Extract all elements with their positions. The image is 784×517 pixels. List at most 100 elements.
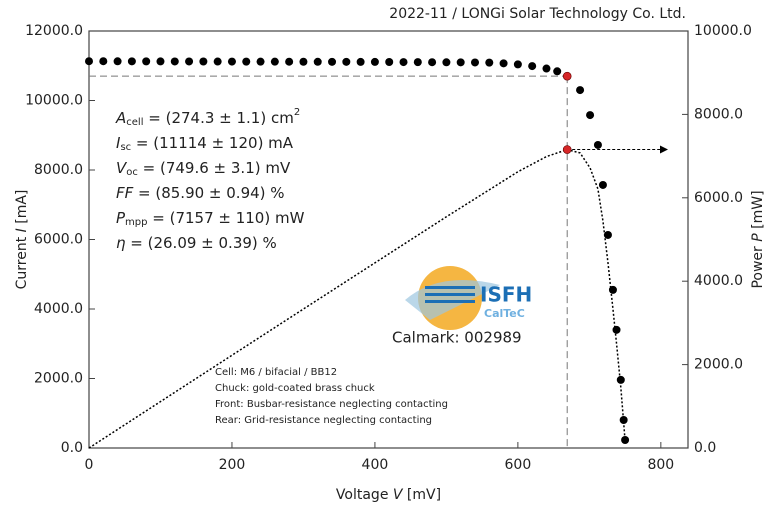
x-tick-label: 0 <box>85 457 94 473</box>
iv-point <box>113 57 122 66</box>
power-curve <box>88 148 626 449</box>
parameter-subscript: oc <box>126 167 138 178</box>
y-tick-label: 0.0 <box>61 440 83 456</box>
parameter: η = (26.09 ± 0.39) % <box>116 234 277 252</box>
iv-point <box>528 62 537 71</box>
iv-point <box>576 86 585 95</box>
parameter: FF = (85.90 ± 0.94) % <box>116 184 285 202</box>
iv-point <box>621 436 630 445</box>
y2-tick-label: 0.0 <box>694 440 716 456</box>
logo-bar <box>425 293 475 296</box>
parameter-value: = (274.3 ± 1.1) cm <box>143 109 293 127</box>
x-tick-label: 200 <box>219 457 246 473</box>
iv-point <box>442 58 451 67</box>
y-axis-label-part: Current <box>14 232 30 289</box>
note: Cell: M6 / bifacial / BB12 <box>215 367 337 378</box>
y-tick-label: 2000.0 <box>34 371 83 387</box>
x-axis-label: Voltage V [mV] <box>336 487 441 503</box>
iv-point <box>470 58 479 67</box>
iv-point <box>603 230 612 239</box>
y-tick-label: 6000.0 <box>34 232 83 248</box>
parameter-superscript: 2 <box>294 107 300 118</box>
parameter: Pmpp = (7157 ± 110) mW <box>116 209 305 229</box>
parameter: Voc = (749.6 ± 3.1) mV <box>116 159 291 179</box>
iv-point <box>356 57 365 66</box>
iv-point <box>542 64 551 73</box>
y2-tick-label: 2000.0 <box>694 357 743 373</box>
iv-point <box>185 57 194 66</box>
iv-point <box>485 58 494 67</box>
arrow-head <box>660 145 668 154</box>
iv-point <box>598 180 607 189</box>
logo-sub: CalTeC <box>484 307 525 320</box>
x-tick-label: 400 <box>362 457 389 473</box>
iv-point <box>399 58 408 67</box>
mpp-current-point <box>562 71 572 81</box>
iv-point <box>593 140 602 149</box>
y-axis-label-part: [mA] <box>14 190 30 229</box>
iv-point <box>170 57 179 66</box>
logo-name: ISFH <box>480 283 532 307</box>
parameter: Isc = (11114 ± 120) mA <box>116 134 294 154</box>
y2-axis-label: Power P [mW] <box>750 190 766 288</box>
logo-bar <box>425 286 475 289</box>
iv-point <box>142 57 151 66</box>
y2-axis-label-part: P <box>750 233 766 242</box>
parameter-value: = (85.90 ± 0.94) % <box>133 184 284 202</box>
x-tick-label: 600 <box>505 457 532 473</box>
iv-point <box>285 57 294 66</box>
iv-point <box>127 57 136 66</box>
parameter-symbol: P <box>116 209 126 227</box>
parameter-symbol: η <box>116 234 126 252</box>
y2-axis-label-part: [mW] <box>750 190 766 233</box>
parameter-subscript: cell <box>126 117 143 128</box>
y2-tick-label: 4000.0 <box>694 273 743 289</box>
x-axis-label-part: [mV] <box>402 487 441 503</box>
iv-point <box>242 57 251 66</box>
y2-axis-label-part: Power <box>750 242 766 289</box>
parameter-symbol: I <box>116 134 121 152</box>
iv-point <box>456 58 465 67</box>
logo-bar <box>425 300 475 303</box>
x-axis-label-part: V <box>393 487 404 503</box>
iv-point <box>313 57 322 66</box>
note: Chuck: gold-coated brass chuck <box>215 383 375 394</box>
parameter-subscript: sc <box>120 142 131 153</box>
iv-point <box>99 57 108 66</box>
note: Rear: Grid-resistance neglecting contact… <box>215 415 432 426</box>
iv-point <box>270 57 279 66</box>
y-tick-label: 12000.0 <box>25 23 83 39</box>
parameter-symbol: FF <box>116 184 134 202</box>
parameter-symbol: V <box>116 159 128 177</box>
iv-point <box>256 57 265 66</box>
parameter: Acell = (274.3 ± 1.1) cm2 <box>115 107 300 128</box>
parameter-value: = (7157 ± 110) mW <box>147 209 304 227</box>
iv-point <box>612 325 621 334</box>
iv-point <box>513 60 522 69</box>
iv-point <box>370 57 379 66</box>
calmark: Calmark: 002989 <box>392 329 522 347</box>
parameter-symbol: A <box>115 109 126 127</box>
iv-point <box>213 57 222 66</box>
y-tick-label: 8000.0 <box>34 162 83 178</box>
y-tick-label: 10000.0 <box>25 93 83 109</box>
parameter-value: = (26.09 ± 0.39) % <box>126 234 277 252</box>
iv-point <box>199 57 208 66</box>
iv-point <box>553 67 562 76</box>
mpp-power-point <box>562 145 572 154</box>
logo: ISFH CalTeC Calmark: 002989 <box>392 266 532 347</box>
iv-point <box>619 415 628 424</box>
iv-point <box>299 57 308 66</box>
y2-tick-label: 6000.0 <box>694 190 743 206</box>
iv-point <box>586 111 595 120</box>
parameter-value: = (749.6 ± 3.1) mV <box>138 159 291 177</box>
iv-point <box>342 57 351 66</box>
iv-point <box>428 58 437 67</box>
x-axis-label-part: Voltage <box>336 487 393 503</box>
parameter-value: = (11114 ± 120) mA <box>131 134 294 152</box>
x-tick-label: 800 <box>647 457 674 473</box>
y-tick-label: 4000.0 <box>34 301 83 317</box>
parameter-subscript: mpp <box>125 217 147 228</box>
